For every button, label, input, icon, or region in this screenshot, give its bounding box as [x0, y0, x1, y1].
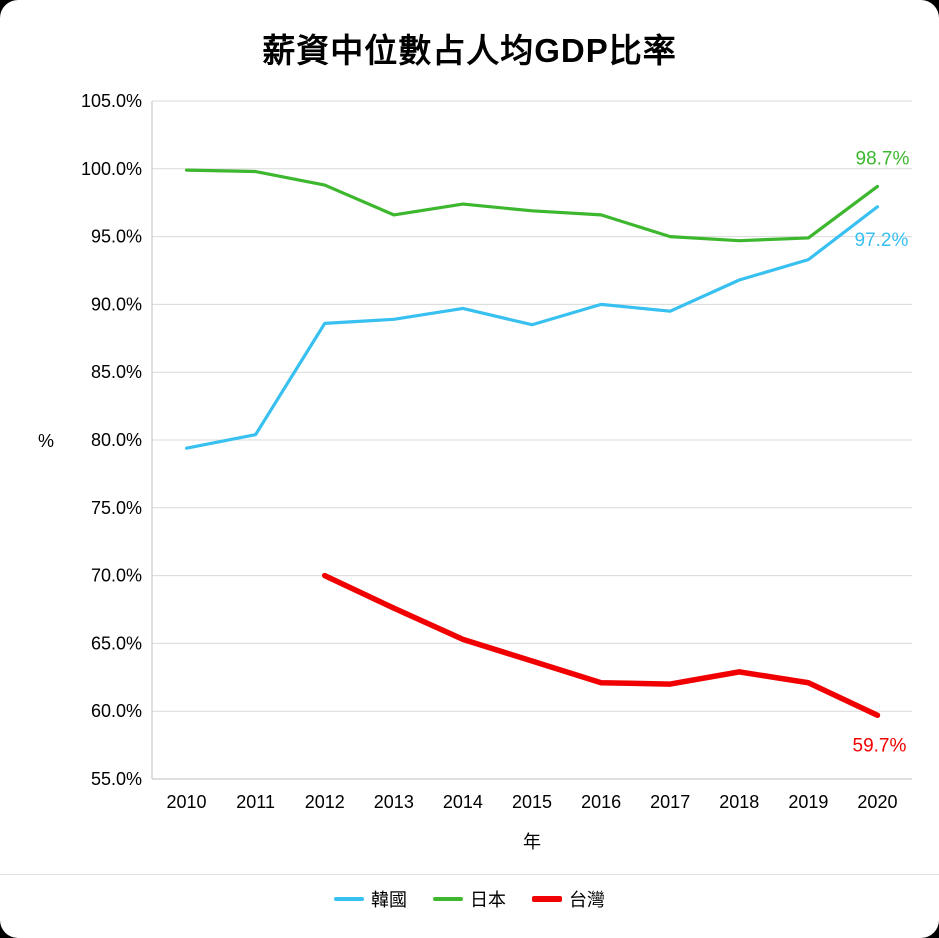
legend-item-japan: 日本: [433, 886, 506, 912]
y-tick-label: 75.0%: [91, 498, 142, 518]
y-tick-label: 100.0%: [81, 159, 142, 179]
legend-separator: [0, 874, 939, 875]
data-label-korea: 97.2%: [855, 230, 909, 251]
y-tick-label: 85.0%: [91, 362, 142, 382]
x-tick-label: 2013: [374, 792, 414, 812]
legend-swatch-taiwan: [532, 896, 562, 902]
x-tick-label: 2019: [788, 792, 828, 812]
y-tick-label: 95.0%: [91, 227, 142, 247]
legend-swatch-japan: [433, 897, 463, 901]
x-tick-label: 2010: [167, 792, 207, 812]
y-tick-label: 70.0%: [91, 566, 142, 586]
data-label-japan: 98.7%: [856, 148, 910, 169]
x-tick-label: 2017: [650, 792, 690, 812]
x-tick-label: 2011: [236, 792, 275, 812]
legend-swatch-korea: [334, 897, 364, 901]
series-line-korea: [184, 205, 880, 450]
chart-title: 薪資中位數占人均GDP比率: [262, 32, 677, 69]
y-axis-title: %: [38, 431, 54, 451]
chart-legend: 韓國 日本 台灣: [0, 884, 939, 914]
legend-item-korea: 韓國: [334, 886, 407, 912]
y-tick-label: 105.0%: [81, 91, 142, 111]
y-tick-label: 90.0%: [91, 294, 142, 314]
x-tick-label: 2014: [443, 792, 483, 812]
x-tick-label: 2016: [581, 792, 621, 812]
x-axis-title: 年: [523, 832, 541, 852]
y-tick-label: 65.0%: [91, 633, 142, 653]
x-tick-label: 2018: [719, 792, 759, 812]
series-line-taiwan: [321, 572, 881, 719]
legend-label-korea: 韓國: [371, 890, 407, 910]
x-tick-label: 2015: [512, 792, 552, 812]
series-line-japan: [184, 168, 880, 243]
y-tick-label: 55.0%: [91, 769, 142, 789]
y-tick-label: 80.0%: [91, 430, 142, 450]
legend-label-japan: 日本: [470, 890, 506, 910]
y-tick-label: 60.0%: [91, 701, 142, 721]
x-tick-label: 2020: [857, 792, 897, 812]
data-label-taiwan: 59.7%: [853, 735, 907, 756]
legend-item-taiwan: 台灣: [532, 886, 605, 912]
legend-label-taiwan: 台灣: [569, 890, 605, 910]
x-tick-label: 2012: [305, 792, 345, 812]
